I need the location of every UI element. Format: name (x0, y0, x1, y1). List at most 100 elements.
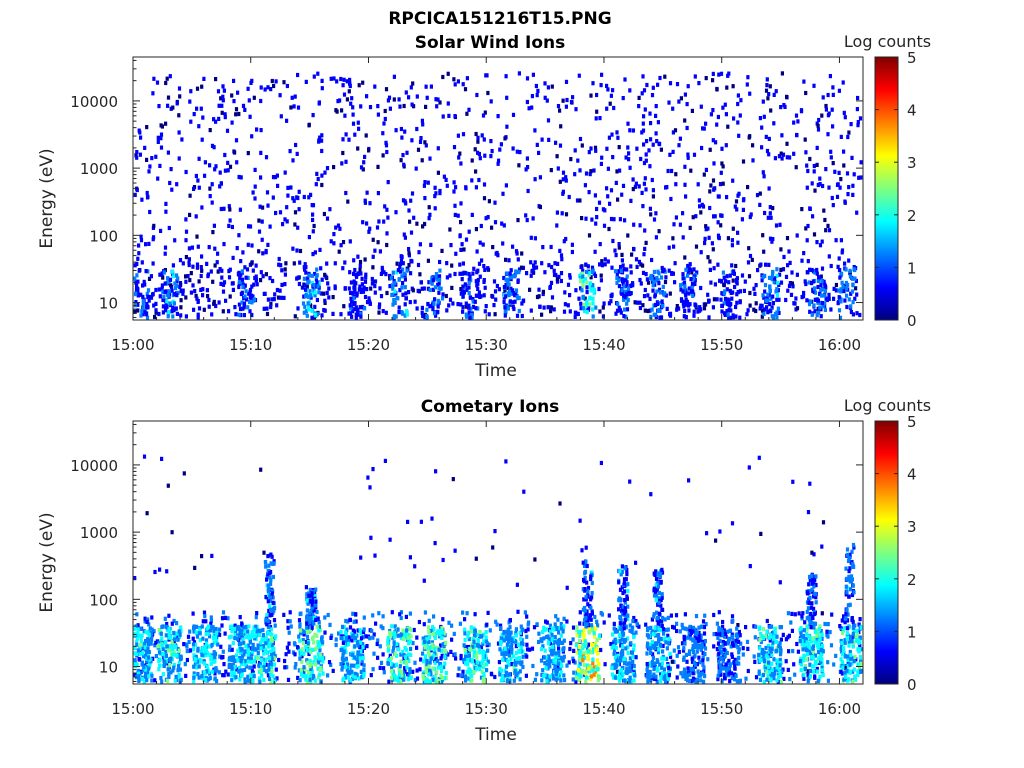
heatmap-cell (813, 286, 817, 291)
heatmap-cell (383, 458, 387, 463)
heatmap-cell (135, 639, 139, 645)
heatmap-cell (247, 98, 251, 103)
heatmap-cell (815, 297, 819, 302)
heatmap-cell (316, 642, 320, 647)
heatmap-cell (196, 178, 200, 183)
heatmap-cell (480, 133, 484, 138)
heatmap-cell (291, 158, 295, 163)
heatmap-cell (514, 631, 518, 636)
heatmap-cell (831, 203, 835, 208)
heatmap-cell (599, 273, 603, 278)
heatmap-cell (393, 651, 397, 656)
heatmap-cell (266, 242, 270, 247)
heatmap-cell (227, 275, 232, 280)
heatmap-cell (778, 272, 782, 277)
heatmap-cell (528, 647, 532, 652)
heatmap-cell (236, 648, 240, 653)
heatmap-cell (654, 302, 658, 308)
heatmap-cell (829, 155, 833, 160)
heatmap-cell (403, 129, 407, 134)
heatmap-cell (173, 281, 177, 286)
heatmap-cell (479, 223, 483, 229)
heatmap-cell (261, 274, 265, 279)
heatmap-cell (320, 78, 324, 83)
heatmap-cell (760, 314, 764, 319)
heatmap-cell (736, 120, 740, 125)
heatmap-cell (310, 636, 315, 641)
heatmap-cell (316, 652, 321, 657)
heatmap-cell (310, 308, 314, 314)
heatmap-cell (525, 76, 530, 81)
heatmap-cell (160, 643, 165, 648)
heatmap-cell (260, 219, 264, 224)
heatmap-cell (752, 654, 756, 659)
heatmap-cell (373, 84, 377, 89)
heatmap-cell (515, 582, 519, 587)
heatmap-cell (441, 675, 445, 680)
heatmap-cell (671, 149, 675, 154)
heatmap-cell (356, 146, 360, 151)
heatmap-cell (502, 300, 506, 305)
heatmap-cell (819, 274, 823, 279)
heatmap-cell (815, 313, 819, 318)
heatmap-cell (476, 660, 480, 665)
heatmap-cell (178, 258, 183, 263)
heatmap-cell (592, 287, 596, 292)
heatmap-cell (413, 660, 417, 665)
heatmap-cell (672, 648, 676, 653)
heatmap-cell (373, 284, 377, 289)
heatmap-cell (732, 675, 736, 680)
heatmap-cell (817, 275, 821, 280)
heatmap-cell (673, 128, 678, 133)
heatmap-cell (727, 315, 731, 320)
heatmap-cell (620, 192, 624, 197)
heatmap-cell (790, 270, 794, 275)
heatmap-cell (525, 634, 529, 639)
heatmap-cell (461, 82, 465, 87)
heatmap-cell (430, 516, 434, 521)
heatmap-cell (657, 281, 661, 286)
heatmap-cell (484, 304, 488, 309)
heatmap-cell (223, 152, 227, 158)
heatmap-cell (578, 168, 582, 173)
heatmap-cell (758, 202, 762, 207)
heatmap-cell (525, 647, 530, 652)
heatmap-cell (295, 276, 299, 281)
panel-title: Solar Wind Ions (415, 33, 566, 53)
heatmap-cell (298, 628, 303, 633)
heatmap-cell (404, 309, 408, 314)
heatmap-cell (371, 237, 375, 242)
heatmap-cell (827, 292, 831, 297)
heatmap-cell (179, 625, 183, 630)
heatmap-cell (307, 643, 311, 648)
heatmap-cell (415, 306, 419, 311)
heatmap-cell (378, 249, 382, 254)
heatmap-cell (344, 650, 348, 655)
heatmap-cell (716, 220, 720, 225)
heatmap-cell (440, 248, 444, 253)
heatmap-cell (818, 176, 822, 181)
heatmap-cell (425, 95, 429, 100)
heatmap-cell (348, 637, 352, 642)
heatmap-cell (302, 651, 306, 656)
heatmap-cell (453, 114, 457, 119)
heatmap-cell (195, 262, 200, 267)
heatmap-cell (165, 569, 169, 574)
heatmap-cell (294, 142, 298, 148)
heatmap-cell (257, 218, 261, 223)
heatmap-cell (179, 298, 183, 303)
heatmap-cell (215, 260, 219, 265)
heatmap-cell (658, 308, 662, 313)
heatmap-cell (560, 211, 564, 216)
heatmap-cell (366, 475, 370, 480)
heatmap-cell (495, 250, 499, 256)
heatmap-cell (588, 172, 592, 177)
heatmap-cell (441, 642, 445, 647)
heatmap-cell (644, 152, 648, 157)
heatmap-cell (794, 296, 798, 301)
heatmap-cell (840, 280, 844, 285)
heatmap-cell (824, 167, 828, 172)
heatmap-cell (587, 271, 591, 276)
heatmap-cell (158, 294, 162, 299)
heatmap-cell (392, 663, 396, 668)
